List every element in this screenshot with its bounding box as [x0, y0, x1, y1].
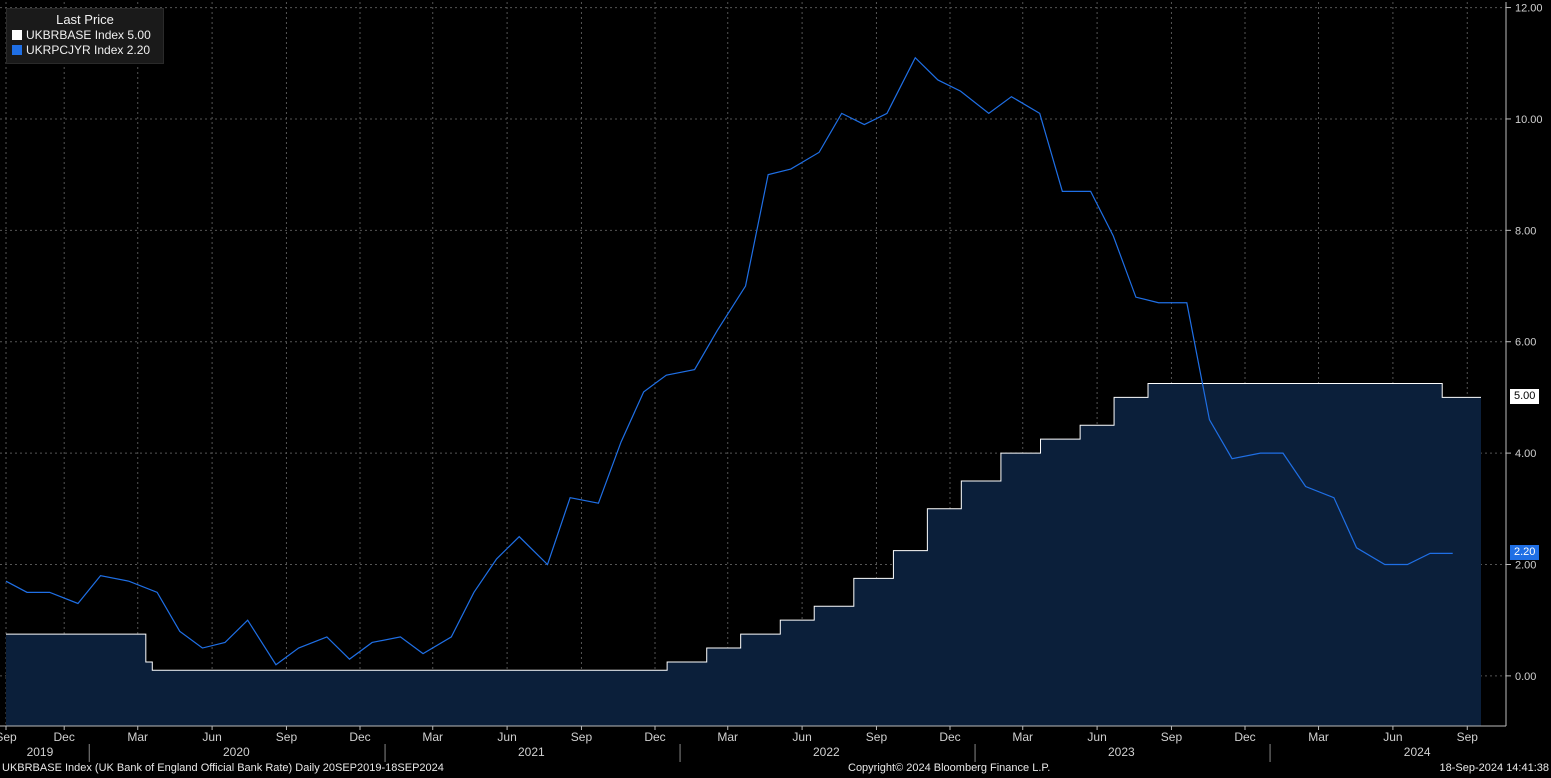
series-line-rate — [6, 382, 1481, 671]
x-tick-label: Mar — [717, 730, 738, 744]
legend-title: Last Price — [56, 12, 114, 27]
x-tick-label: Jun — [1087, 730, 1106, 744]
x-tick-label: Mar — [422, 730, 443, 744]
last-value-tag-rate: 5.00 — [1510, 389, 1540, 405]
x-year-label: 2024 — [1404, 745, 1431, 759]
legend-label-cpi: UKRPCJYR Index — [26, 42, 124, 57]
x-year-label: 2021 — [518, 745, 545, 759]
x-tick-label: Sep — [276, 730, 298, 744]
x-tick-label: Dec — [349, 730, 370, 744]
x-tick-label: Sep — [866, 730, 888, 744]
legend-swatch-white — [12, 29, 22, 40]
x-tick-label: Sep — [1161, 730, 1183, 744]
y-tick-label: 6.00 — [1515, 337, 1536, 349]
x-tick-label: Dec — [939, 730, 960, 744]
x-tick-label: Mar — [1308, 730, 1329, 744]
legend-item-rate: UKBRBASE Index 5.00 — [7, 27, 163, 42]
rate-area-fill — [6, 383, 1481, 726]
footer-description: UKBRBASE Index (UK Bank of England Offic… — [2, 762, 444, 774]
series-lines — [5, 56, 1481, 671]
x-tick-label: Jun — [497, 730, 516, 744]
x-year-label: 2020 — [223, 745, 250, 759]
grid-lines — [0, 2, 1506, 726]
y-tick-label: 10.00 — [1515, 114, 1543, 126]
x-year-label: 2022 — [813, 745, 840, 759]
x-tick-label: Jun — [1383, 730, 1402, 744]
legend-value-cpi: 2.20 — [126, 42, 151, 57]
rate-area — [6, 383, 1481, 726]
x-tick-label: Dec — [1234, 730, 1255, 744]
last-value-tag-cpi: 2.20 — [1510, 545, 1540, 561]
series-line-cpi — [5, 56, 1453, 666]
x-year-label: 2019 — [27, 745, 54, 759]
footer-timestamp: 18-Sep-2024 14:41:38 — [1439, 762, 1549, 774]
y-tick-label: 4.00 — [1515, 448, 1536, 460]
x-tick-label: Mar — [1012, 730, 1033, 744]
x-tick-label: Mar — [127, 730, 148, 744]
y-tick-label: 8.00 — [1515, 225, 1536, 237]
y-tick-label: 0.00 — [1515, 671, 1536, 683]
x-tick-label: Dec — [644, 730, 665, 744]
y-tick-label: 2.00 — [1515, 559, 1536, 571]
x-tick-label: Sep — [571, 730, 593, 744]
legend-item-cpi: UKRPCJYR Index 2.20 — [7, 42, 163, 57]
x-tick-label: Sep — [1457, 730, 1479, 744]
legend-value-rate: 5.00 — [127, 27, 151, 42]
legend-label-rate: UKBRBASE Index — [26, 27, 125, 42]
legend-swatch-blue — [12, 44, 22, 55]
y-axis: 0.00 2.00 4.00 6.00 8.00 10.00 12.00 — [1505, 2, 1543, 726]
x-tick-label: Jun — [792, 730, 811, 744]
x-tick-label: Jun — [202, 730, 221, 744]
legend: Last Price UKBRBASE Index 5.00 UKRPCJYR … — [6, 8, 164, 64]
x-tick-label: Dec — [54, 730, 75, 744]
x-tick-label: Sep — [0, 730, 17, 744]
x-axis: Sep Dec Mar Jun Sep Dec Mar Jun Sep Dec Mar Jun Sep D… — [0, 725, 1506, 762]
y-tick-label: 12.00 — [1515, 3, 1543, 15]
footer-copyright: Copyright© 2024 Bloomberg Finance L.P. — [848, 762, 1051, 774]
x-year-label: 2023 — [1108, 745, 1135, 759]
